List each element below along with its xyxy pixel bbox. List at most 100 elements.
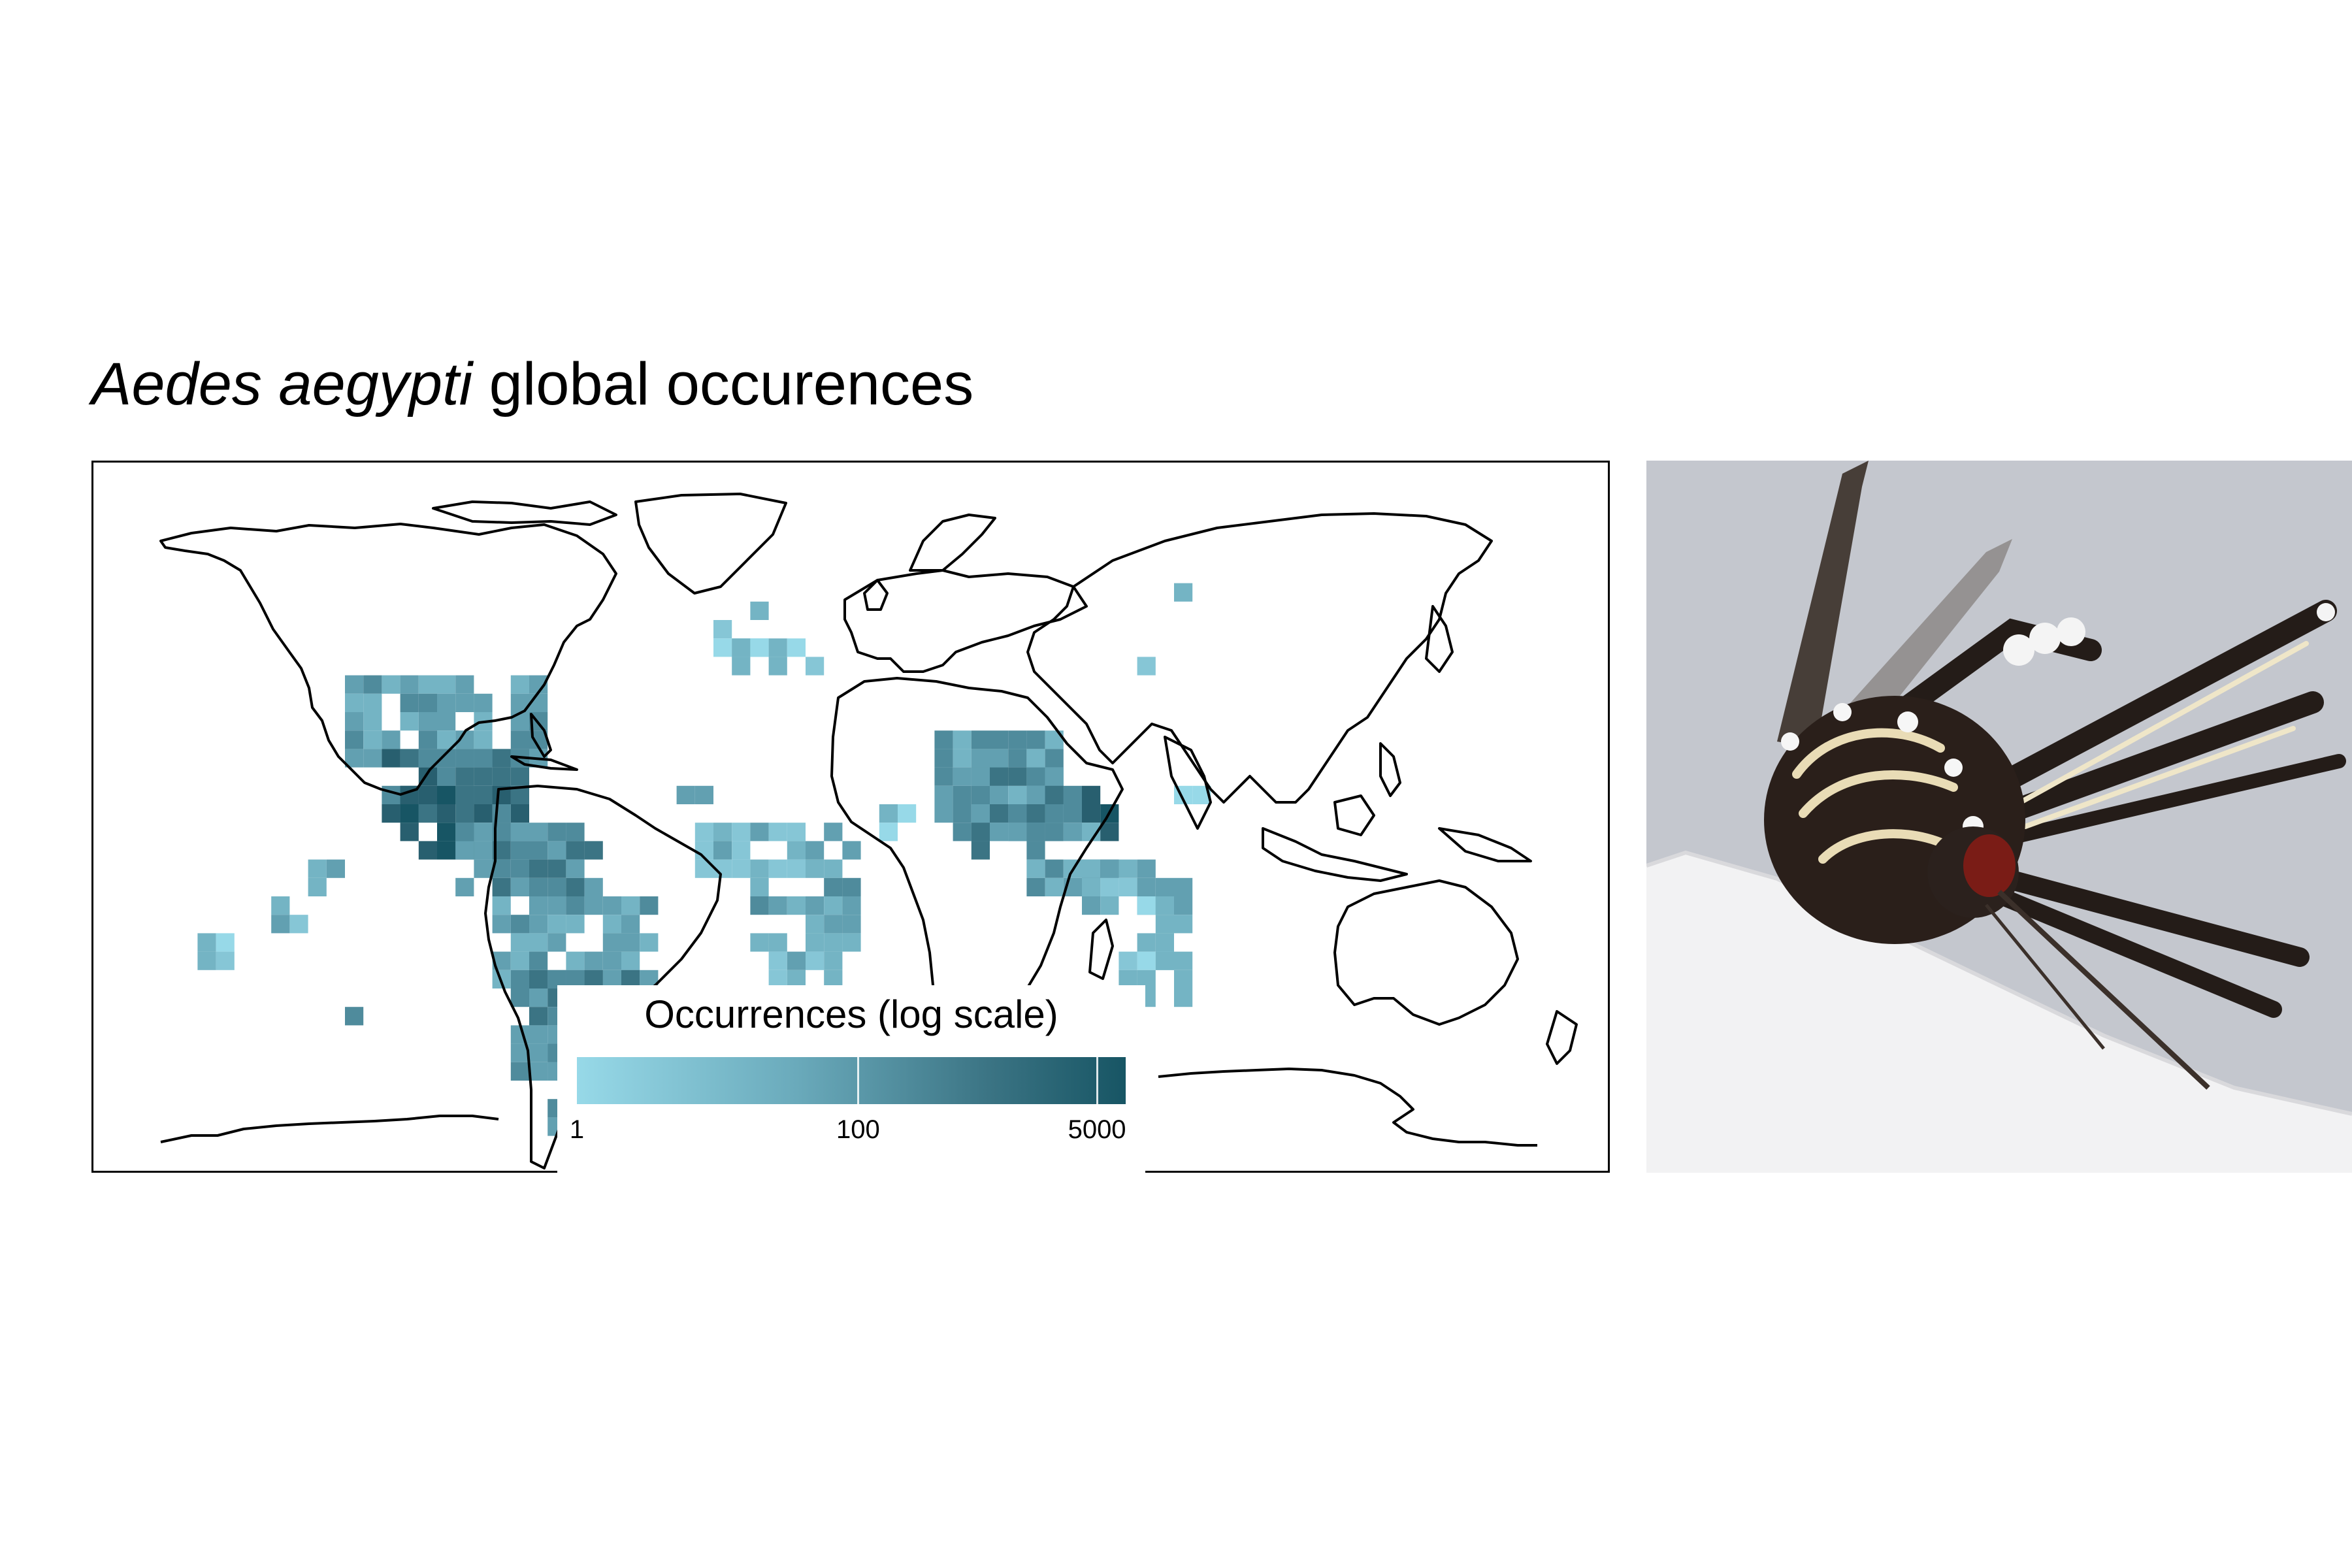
occurrence-cell (418, 785, 437, 804)
occurrence-cell (842, 915, 861, 934)
coast-uk (863, 579, 889, 611)
occurrence-cell (474, 804, 493, 823)
occurrence-cell (1008, 804, 1027, 823)
occurrence-cell (842, 896, 861, 915)
antenna (1985, 904, 2105, 1050)
occurrence-cell (400, 693, 419, 712)
occurrence-cell (1137, 933, 1156, 952)
occurrence-cell (474, 730, 493, 749)
occurrence-cell (547, 915, 566, 934)
occurrence-cell (806, 841, 825, 860)
occurrence-cell (824, 951, 843, 970)
occurrence-cell (529, 877, 548, 896)
occurrence-cell (768, 933, 787, 952)
occurrence-cell (806, 933, 825, 952)
occurrence-cell (400, 712, 419, 731)
occurrence-cell (455, 841, 474, 860)
occurrence-cell (510, 859, 529, 878)
occurrence-cell (308, 877, 327, 896)
occurrence-cell (694, 785, 713, 804)
title-species: Aedes aegypti (91, 351, 473, 417)
occurrence-cell (713, 638, 732, 657)
occurrence-cell (879, 823, 898, 841)
occurrence-cell (529, 841, 548, 860)
occurrence-cell (621, 933, 640, 952)
occurrence-cell (842, 841, 861, 860)
occurrence-cell (971, 804, 990, 823)
occurrence-cell (953, 730, 972, 749)
occurrence-cell (1082, 896, 1101, 915)
occurrence-cell (510, 915, 529, 934)
occurrence-cell (1100, 896, 1119, 915)
occurrence-cell (492, 767, 511, 786)
occurrence-cell (529, 1025, 548, 1044)
occurrence-cell (842, 933, 861, 952)
leg-stripes (2010, 641, 2309, 829)
occurrence-cell (1174, 970, 1193, 988)
occurrence-cell (529, 1062, 548, 1081)
occurrence-cell (1063, 785, 1082, 804)
occurrence-cell (510, 877, 529, 896)
occurrence-cell (1008, 730, 1027, 749)
occurrence-cell (492, 915, 511, 934)
occurrence-cell (363, 693, 382, 712)
occurrence-cell (732, 638, 751, 657)
occurrence-cell (547, 877, 566, 896)
occurrence-cell (898, 804, 917, 823)
occurrence-cell (216, 951, 235, 970)
occurrence-cell (1026, 730, 1045, 749)
legend-tick-label: 5000 (1068, 1115, 1126, 1144)
occurrence-cell (1119, 951, 1137, 970)
occurrence-cell (842, 877, 861, 896)
occurrence-cell (750, 877, 769, 896)
occurrence-cell (676, 785, 695, 804)
occurrence-cell (694, 859, 713, 878)
coast-antarctica-west (160, 1115, 499, 1143)
white-platform (1646, 853, 2352, 1173)
occurrence-cell (308, 859, 327, 878)
occurrence-cell (1119, 859, 1137, 878)
occurrence-cell (1026, 859, 1045, 878)
occurrence-cell (455, 693, 474, 712)
occurrence-cell (437, 841, 456, 860)
occurrence-cell (640, 933, 659, 952)
occurrence-cell (934, 730, 953, 749)
coast-north-america (159, 523, 617, 796)
occurrence-cell (474, 749, 493, 768)
occurrence-cell (529, 933, 548, 952)
occurrence-cell (732, 841, 751, 860)
color-legend: Occurrences (log scale) 1 100 5000 (557, 985, 1145, 1181)
occurrence-cell (768, 823, 787, 841)
occurrence-cell (492, 877, 511, 896)
occurrence-cell (934, 749, 953, 768)
occurrence-cell (197, 951, 216, 970)
occurrence-cell (971, 823, 990, 841)
occurrence-cell (418, 730, 437, 749)
occurrence-cell (216, 933, 235, 952)
occurrence-cell (953, 749, 972, 768)
proboscis (1997, 890, 2210, 1090)
occurrence-cell (363, 749, 382, 768)
occurrence-cell (271, 915, 290, 934)
occurrence-cell (529, 896, 548, 915)
occurrence-cell (953, 804, 972, 823)
occurrence-cell (1100, 877, 1119, 896)
occurrence-cell (934, 804, 953, 823)
occurrence-cell (732, 657, 751, 676)
coast-florida (530, 713, 552, 758)
occurrence-cell (418, 841, 437, 860)
occurrence-cell (1082, 877, 1101, 896)
occurrence-cell (1045, 877, 1064, 896)
occurrence-cell (1045, 785, 1064, 804)
occurrence-cell (437, 693, 456, 712)
occurrence-cell (547, 841, 566, 860)
occurrence-cell (694, 823, 713, 841)
occurrence-cell (1155, 933, 1174, 952)
occurrence-cell (455, 804, 474, 823)
coast-europe (843, 569, 1088, 673)
occurrence-cell (1137, 859, 1156, 878)
occurrence-cell (971, 749, 990, 768)
occurrence-cell (1026, 767, 1045, 786)
occurrence-cell (1063, 804, 1082, 823)
occurrence-cell (455, 675, 474, 694)
